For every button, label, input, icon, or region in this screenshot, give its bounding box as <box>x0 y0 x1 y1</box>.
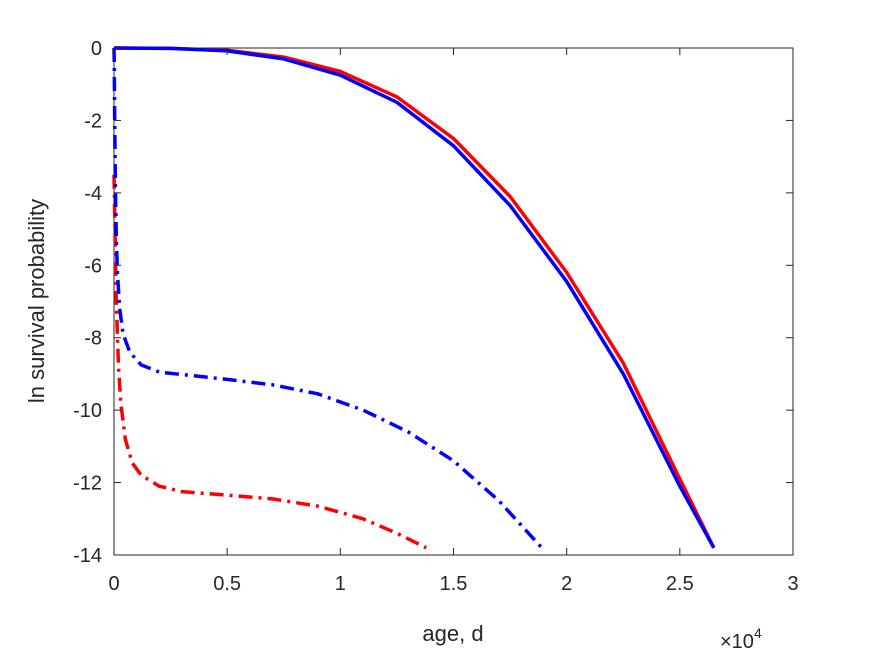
x-multiplier-exponent: 4 <box>754 625 762 641</box>
y-tick-label: 0 <box>91 38 102 60</box>
series-line-4 <box>112 47 544 549</box>
series-line-2 <box>113 46 716 549</box>
x-tick-label: 2.5 <box>666 573 694 595</box>
x-axis-label: age, d <box>422 621 483 646</box>
y-tick-label: -12 <box>73 473 102 495</box>
y-tick-label: -2 <box>84 110 102 132</box>
x-tick-label: 2 <box>561 573 572 595</box>
y-tick-label: -4 <box>84 183 102 205</box>
y-tick-label: -14 <box>73 545 102 567</box>
x-tick-label: 1.5 <box>440 573 468 595</box>
x-multiplier-base: ×10 <box>720 631 754 653</box>
x-tick-label: 3 <box>787 573 798 595</box>
ticks-layer: 0 0.5 1 1.5 2 2.5 3 0 -2 -4 -6 -8 -10 -12 -14 <box>73 38 798 595</box>
x-tick-label: 1 <box>335 573 346 595</box>
x-tick-label: 0 <box>108 573 119 595</box>
series-line-3 <box>112 174 428 550</box>
series-layer <box>112 46 716 550</box>
plot-area <box>113 47 794 556</box>
x-tick-label: 0.5 <box>213 573 241 595</box>
y-axis-label: ln survival probability <box>24 199 49 403</box>
y-tick-label: -8 <box>84 328 102 350</box>
x-multiplier-label: ×104 <box>720 625 762 653</box>
y-tick-label: -10 <box>73 400 102 422</box>
y-tick-label: -6 <box>84 255 102 277</box>
